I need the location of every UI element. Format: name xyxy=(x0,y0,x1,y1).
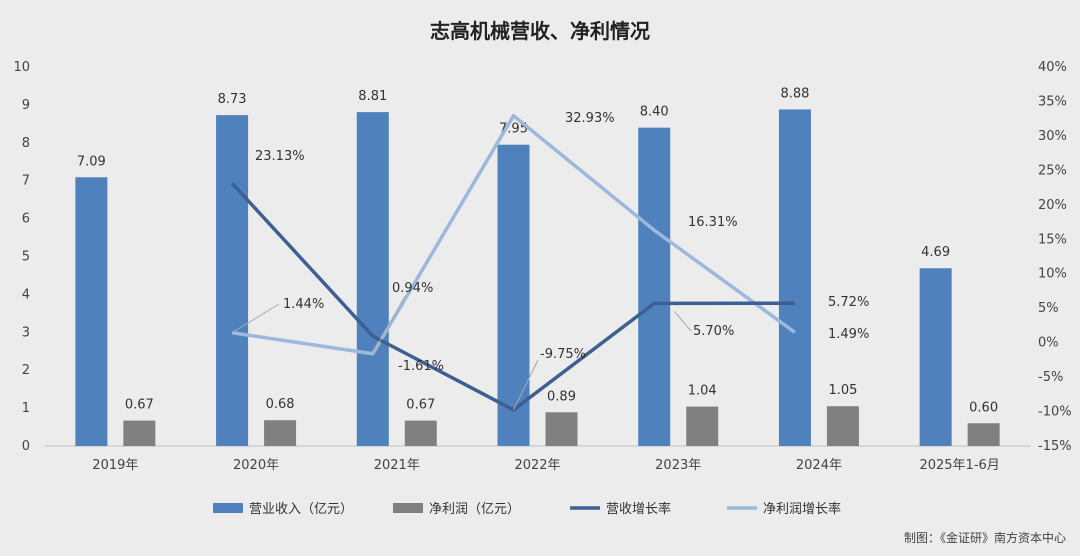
net-profit-growth-data-label: -1.61% xyxy=(398,359,444,374)
y-left-tick-label: 1 xyxy=(22,401,30,416)
net-profit-data-label: 0.68 xyxy=(266,397,295,412)
y-right-tick-label: 20% xyxy=(1038,198,1067,213)
y-right-tick-label: 30% xyxy=(1038,129,1067,144)
y-left-tick-label: 10 xyxy=(13,60,30,75)
net-profit-growth-leader-line xyxy=(372,295,406,354)
net-profit-bar xyxy=(967,423,1000,446)
y-right-tick-label: -15% xyxy=(1038,439,1072,454)
net-profit-growth-leader-line xyxy=(231,303,280,334)
revenue-bar xyxy=(497,144,530,446)
revenue-data-label: 8.73 xyxy=(218,92,247,107)
net-profit-bar xyxy=(404,420,437,446)
y-right-tick-label: 35% xyxy=(1038,94,1067,109)
x-tick-label: 2022年 xyxy=(514,458,560,473)
net-profit-bar xyxy=(264,420,297,446)
net-profit-growth-data-label: 16.31% xyxy=(688,215,738,230)
revenue-bar xyxy=(216,115,249,447)
net-profit-growth-data-label: 1.49% xyxy=(828,327,869,342)
legend-swatch xyxy=(393,503,423,513)
revenue-bar xyxy=(638,127,671,446)
y-right-tick-label: 15% xyxy=(1038,232,1067,247)
x-tick-label: 2023年 xyxy=(655,458,701,473)
legend-label: 营业收入（亿元） xyxy=(249,502,353,517)
net-profit-growth-line xyxy=(231,113,796,356)
net-profit-bar xyxy=(826,406,859,446)
revenue-data-label: 8.81 xyxy=(358,89,387,104)
x-tick-label: 2024年 xyxy=(796,458,842,473)
y-right-tick-label: 25% xyxy=(1038,163,1067,178)
revenue-bar xyxy=(919,268,952,446)
y-left-tick-label: 2 xyxy=(22,363,30,378)
net-profit-bar xyxy=(686,406,719,446)
revenue-bar xyxy=(75,177,108,446)
revenue-data-label: 8.88 xyxy=(780,86,809,101)
legend-swatch xyxy=(213,503,243,513)
net-profit-bar xyxy=(123,420,156,446)
x-tick-label: 2021年 xyxy=(374,458,420,473)
revenue-growth-data-label: 23.13% xyxy=(255,149,305,164)
legend-label: 净利润增长率 xyxy=(763,501,841,517)
revenue-growth-leader-line xyxy=(513,359,539,411)
y-right-tick-label: 40% xyxy=(1038,60,1067,75)
revenue-growth-data-label: 5.70% xyxy=(693,324,734,339)
net-profit-data-label: 0.89 xyxy=(547,389,576,404)
y-left-tick-label: 5 xyxy=(22,250,30,265)
y-left-tick-label: 0 xyxy=(22,439,30,454)
net-profit-data-label: 1.05 xyxy=(828,383,857,398)
net-profit-data-label: 0.67 xyxy=(406,398,435,413)
y-left-tick-label: 6 xyxy=(22,212,30,227)
revenue-data-label: 4.69 xyxy=(921,245,950,260)
revenue-growth-data-label: 0.94% xyxy=(392,281,433,296)
net-profit-bar xyxy=(545,412,578,446)
revenue-data-label: 7.09 xyxy=(77,154,106,169)
net-profit-data-label: 1.04 xyxy=(688,384,717,399)
y-left-tick-label: 7 xyxy=(22,174,30,189)
legend-label: 净利润（亿元） xyxy=(429,502,520,517)
y-right-tick-label: -10% xyxy=(1038,405,1072,420)
y-right-tick-label: -5% xyxy=(1038,370,1063,385)
revenue-bar xyxy=(778,109,811,446)
y-left-tick-label: 9 xyxy=(22,98,30,113)
y-left-tick-label: 4 xyxy=(22,287,30,302)
x-tick-label: 2019年 xyxy=(92,458,138,473)
y-right-tick-label: 10% xyxy=(1038,267,1067,282)
y-left-tick-label: 3 xyxy=(22,325,30,340)
x-tick-label: 2020年 xyxy=(233,458,279,473)
revenue-growth-leader-line xyxy=(673,311,692,332)
y-right-tick-label: 5% xyxy=(1038,301,1059,316)
revenue-bar xyxy=(356,112,389,446)
chart-credit: 制图：《金证研》南方资本中心 xyxy=(904,530,1066,545)
net-profit-growth-data-label: 32.93% xyxy=(565,111,615,126)
net-profit-data-label: 0.60 xyxy=(969,400,998,415)
x-tick-label: 2025年1-6月 xyxy=(919,458,999,473)
revenue-growth-data-label: 5.72% xyxy=(828,295,869,310)
legend-label: 营收增长率 xyxy=(606,501,671,517)
revenue-data-label: 8.40 xyxy=(640,105,669,120)
net-profit-data-label: 0.67 xyxy=(125,398,154,413)
chart-title: 志高机械营收、净利情况 xyxy=(430,19,650,43)
y-right-tick-label: 0% xyxy=(1038,336,1059,351)
net-profit-growth-data-label: 1.44% xyxy=(283,297,324,312)
y-left-tick-label: 8 xyxy=(22,136,30,151)
revenue-growth-data-label: -9.75% xyxy=(540,347,586,362)
